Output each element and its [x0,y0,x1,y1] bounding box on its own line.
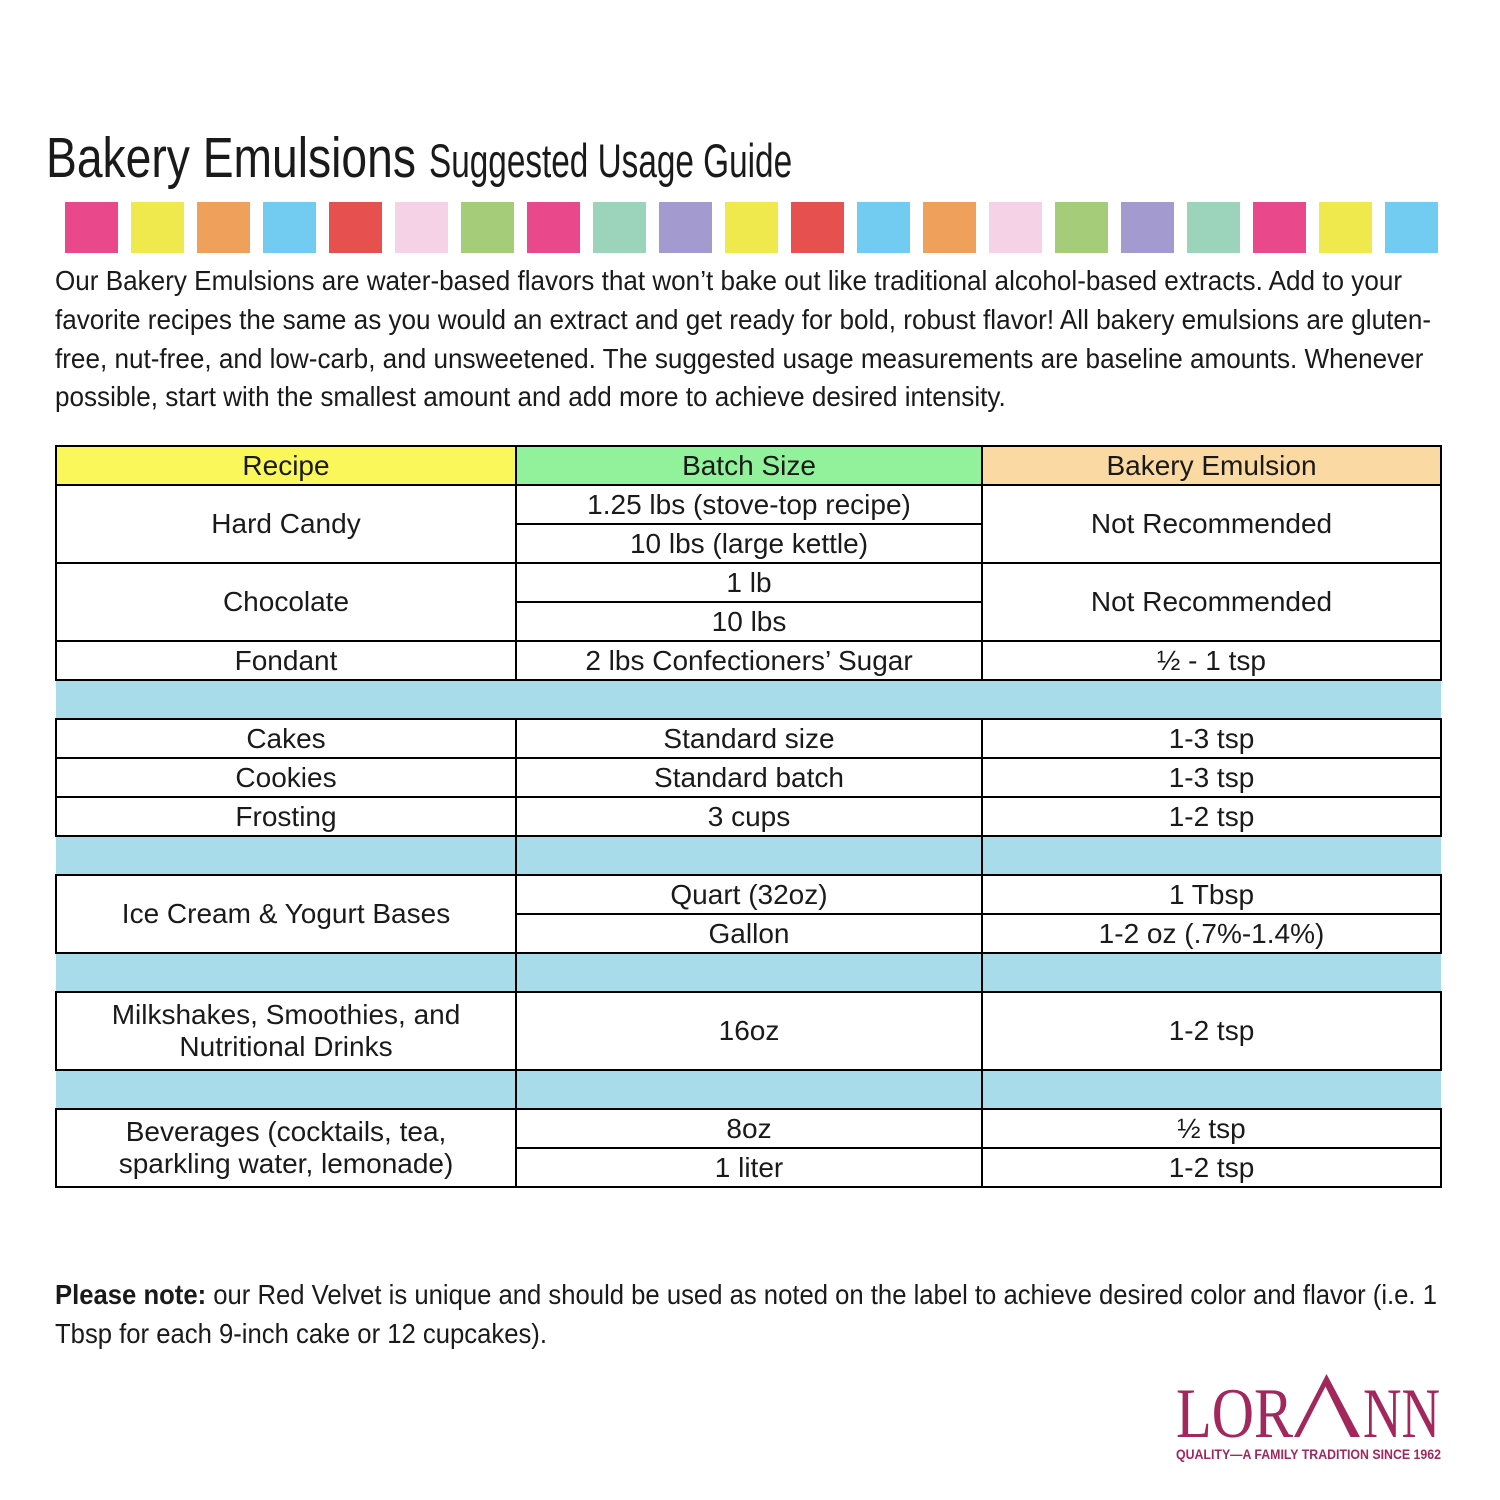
svg-text:QUALITY—A FAMILY TRADITION SIN: QUALITY—A FAMILY TRADITION SINCE 1962 [1176,1447,1441,1462]
svg-text:LOR: LOR [1176,1375,1294,1453]
svg-text:NN: NN [1363,1375,1440,1453]
